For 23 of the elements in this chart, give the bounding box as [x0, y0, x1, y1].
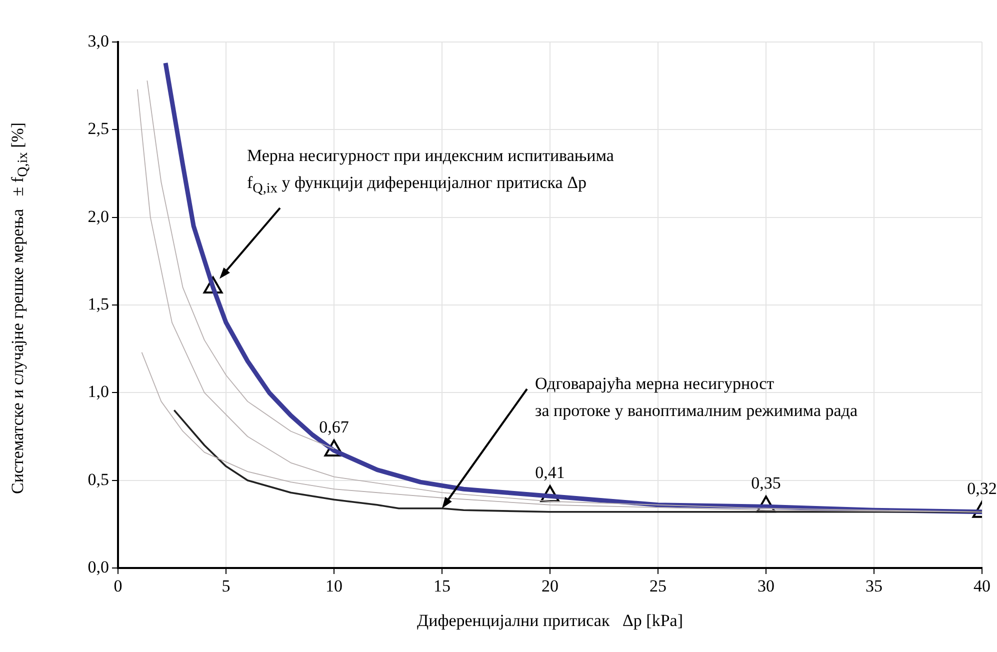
y-tick-label: 0,5	[88, 470, 109, 489]
x-tick-label: 40	[974, 576, 990, 596]
annotation: Мерна несигурност при индексним испитивањима f$_{Q,ix}$ у функцији диференцијалног притиска Δp	[247, 145, 614, 198]
y-tick-label: 1,5	[88, 294, 109, 314]
data-label: 0,32	[967, 478, 997, 498]
x-tick-label: 0	[114, 576, 122, 596]
x-tick-label: 35	[866, 576, 882, 596]
y-tick-label: 0,0	[88, 557, 109, 576]
x-tick-label: 10	[326, 576, 342, 596]
x-tick-label: 20	[542, 576, 558, 596]
x-tick-label: 5	[222, 576, 230, 596]
x-tick-label: 25	[650, 576, 666, 596]
data-label: 0,35	[751, 474, 781, 493]
annotation: Одговарајућа мерна несигурност за протоке у ваноптималним режимима рада	[535, 373, 858, 422]
x-axis-title: Диференцијални притисак Δp [kPa]	[416, 611, 684, 631]
y-tick-label: 2,5	[88, 119, 109, 138]
x-tick-label: 30	[758, 576, 774, 596]
data-label: 0,67	[319, 418, 350, 437]
y-tick-label: 3,0	[88, 31, 109, 50]
y-tick-label: 1,0	[88, 382, 109, 402]
y-tick-label: 2,0	[88, 206, 109, 226]
data-label: 0,41	[535, 463, 565, 482]
x-tick-label: 15	[434, 576, 450, 596]
